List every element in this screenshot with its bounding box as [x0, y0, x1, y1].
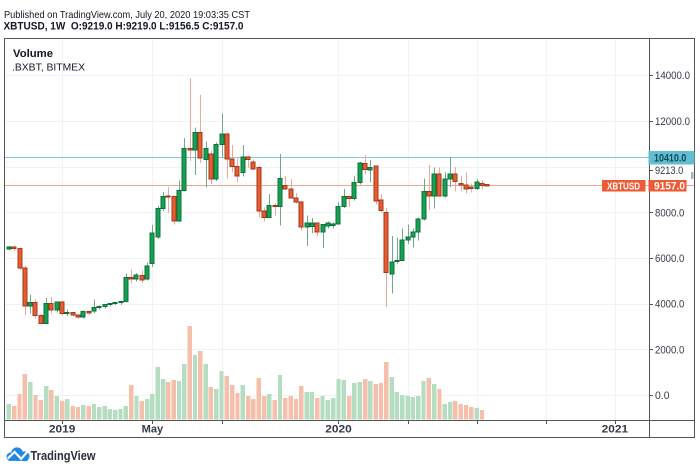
svg-text:XBTUSD: XBTUSD: [607, 181, 640, 193]
svg-text:12000.0: 12000.0: [655, 116, 690, 128]
svg-text:0.0: 0.0: [655, 390, 670, 402]
svg-text:2021: 2021: [602, 424, 629, 436]
svg-text:14000.0: 14000.0: [655, 70, 690, 82]
svg-text:10410.0: 10410.0: [654, 153, 686, 165]
svg-text:2020: 2020: [325, 424, 352, 436]
svg-text:XBTUSD, 1W O:9219.0 H:9219.0: XBTUSD, 1W O:9219.0 H:9219.0 L:9156.5 C:…: [4, 21, 244, 33]
svg-text:Volume: Volume: [13, 48, 53, 60]
svg-text:8000.0: 8000.0: [655, 207, 684, 219]
svg-text:4000.0: 4000.0: [655, 299, 684, 311]
svg-text:2000.0: 2000.0: [655, 344, 684, 356]
svg-text:2019: 2019: [49, 424, 76, 436]
svg-text:9157.0: 9157.0: [654, 181, 685, 193]
svg-text:May: May: [142, 424, 164, 436]
svg-text:6000.0: 6000.0: [655, 253, 684, 265]
svg-text:.BXBT, BITMEX: .BXBT, BITMEX: [12, 62, 85, 74]
svg-text:Published on TradingView.com,: Published on TradingView.com, July 20, 2…: [4, 9, 251, 21]
svg-text:9213.0: 9213.0: [655, 165, 683, 177]
svg-text:TradingView: TradingView: [31, 449, 96, 463]
